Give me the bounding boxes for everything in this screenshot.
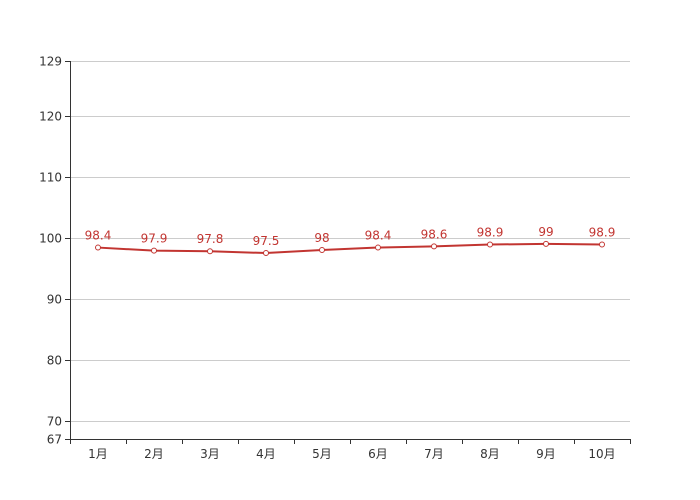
data-label: 97.9: [141, 232, 168, 246]
y-tick-label: 70: [47, 415, 62, 429]
x-tick-label: 6月: [368, 447, 388, 461]
data-series: [95, 240, 605, 257]
data-label: 97.5: [253, 234, 280, 248]
x-tick-label: 10月: [588, 447, 615, 461]
data-point-marker: [319, 247, 325, 253]
x-tick-label: 4月: [256, 447, 276, 461]
data-label: 98.9: [477, 226, 504, 240]
data-point-marker: [543, 240, 549, 247]
x-tick-label: 3月: [200, 447, 220, 461]
data-label: 98.9: [589, 226, 616, 240]
data-label: 99: [538, 225, 553, 239]
data-point-marker: [487, 241, 493, 248]
x-tick-label: 2月: [144, 447, 164, 461]
data-point-marker: [599, 241, 605, 248]
series-line: [97, 242, 603, 255]
x-tick-label: 1月: [88, 447, 108, 461]
y-tick-label: 129: [39, 55, 62, 69]
data-label: 98.6: [421, 227, 448, 241]
data-point-marker: [207, 248, 213, 255]
data-point-marker: [263, 250, 269, 257]
y-tick-label: 120: [39, 110, 62, 124]
x-tick-label: 8月: [480, 447, 500, 461]
data-point-marker: [151, 247, 157, 254]
y-tick-label: 100: [39, 232, 62, 246]
x-tick-label: 5月: [312, 447, 332, 461]
data-point-marker: [431, 243, 437, 250]
data-labels: 98.4 97.9 97.8 97.5 98 98.4 98.6 98.9 99 98.9: [85, 225, 616, 248]
x-tick-label: 9月: [536, 447, 556, 461]
data-label: 97.8: [197, 232, 224, 246]
data-point-marker: [95, 244, 101, 251]
x-axis: 1月 2月 3月 4月 5月 6月 7月 8月 9月 10月: [70, 439, 631, 461]
y-tick-label: 80: [47, 354, 62, 368]
data-point-marker: [375, 244, 381, 251]
y-tick-label: 67: [47, 433, 62, 447]
grid-lines: [70, 61, 630, 422]
y-tick-label: 90: [47, 293, 62, 307]
x-tick-label: 7月: [424, 447, 444, 461]
y-tick-label: 110: [39, 171, 62, 185]
data-label: 98.4: [365, 229, 392, 243]
data-label: 98: [314, 231, 329, 245]
data-label: 98.4: [85, 229, 112, 243]
y-axis: 67 70 80 90 100 110 120 129: [39, 55, 71, 447]
